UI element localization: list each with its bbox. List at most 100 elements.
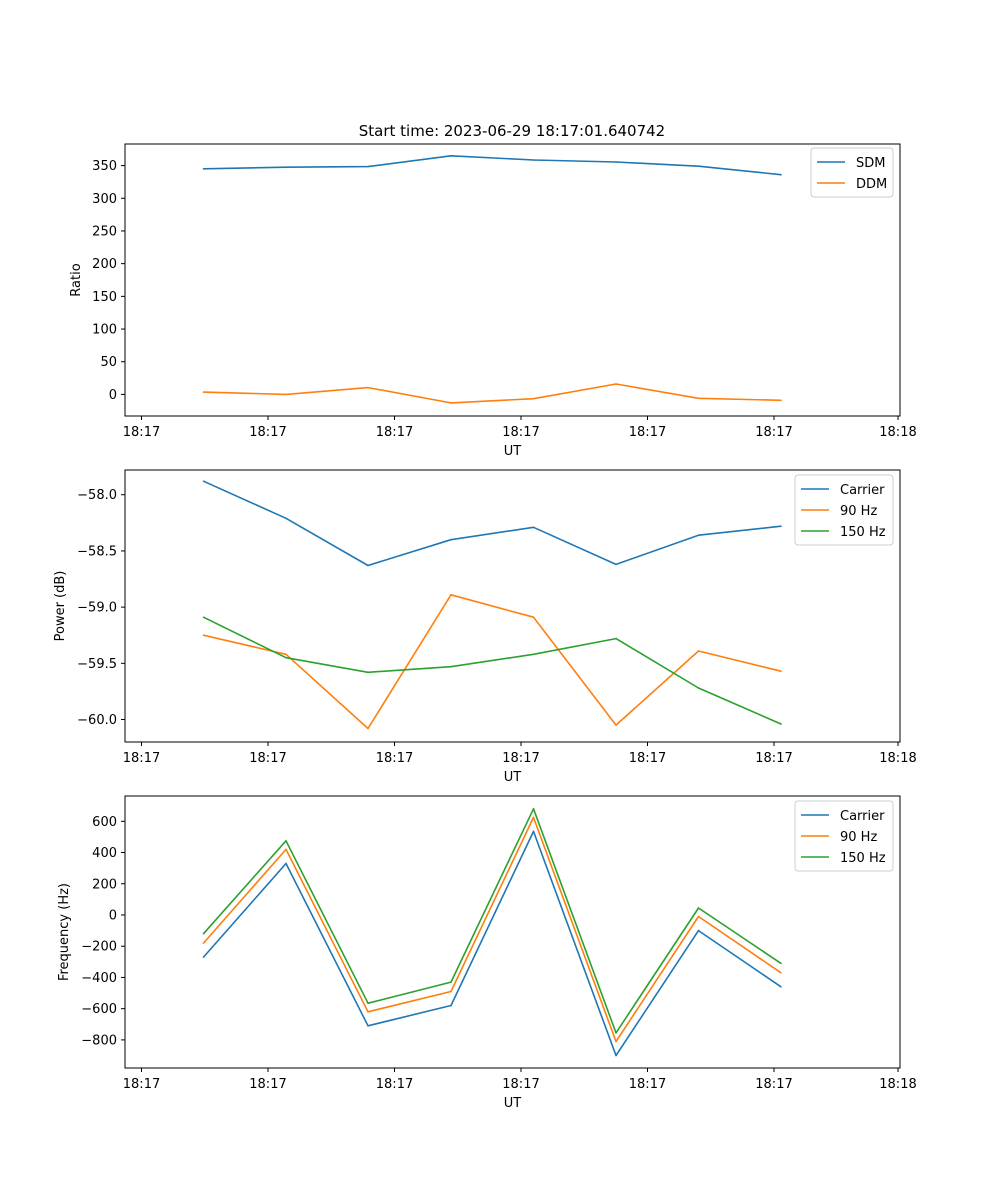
data-point bbox=[615, 161, 617, 163]
data-point bbox=[450, 665, 452, 668]
data-point bbox=[367, 564, 369, 567]
x-tick-label: 18:17 bbox=[755, 751, 792, 766]
data-point bbox=[615, 383, 617, 385]
x-tick-label: 18:17 bbox=[249, 1077, 286, 1092]
x-axis-label: UT bbox=[504, 1096, 522, 1111]
data-point bbox=[285, 393, 287, 396]
legend-label: 90 Hz bbox=[840, 504, 877, 519]
data-point bbox=[780, 971, 782, 974]
data-point bbox=[450, 990, 452, 993]
x-tick-label: 18:17 bbox=[502, 1077, 539, 1092]
x-axis-label: UT bbox=[504, 770, 522, 785]
series-line-150-hz bbox=[202, 807, 782, 1034]
y-tick-label: −400 bbox=[81, 971, 117, 986]
data-point bbox=[697, 915, 700, 918]
x-tick-label: 18:18 bbox=[879, 1077, 916, 1092]
legend-box bbox=[810, 147, 894, 198]
data-point bbox=[285, 653, 287, 656]
plot-frame bbox=[124, 143, 901, 417]
data-point bbox=[285, 848, 287, 851]
data-point bbox=[615, 1032, 617, 1034]
data-point bbox=[780, 399, 782, 402]
data-point bbox=[450, 981, 452, 983]
data-point bbox=[202, 168, 205, 170]
y-axis-label: Ratio bbox=[69, 263, 84, 296]
data-point bbox=[285, 840, 287, 842]
data-point bbox=[285, 862, 287, 865]
y-tick-label: −58.5 bbox=[77, 544, 117, 559]
data-point bbox=[615, 637, 617, 640]
data-point bbox=[780, 173, 782, 176]
x-tick-label: 18:17 bbox=[755, 1077, 792, 1092]
x-tick-label: 18:17 bbox=[629, 1077, 666, 1092]
data-point bbox=[697, 534, 700, 536]
data-point bbox=[450, 1004, 452, 1007]
x-tick-label: 18:17 bbox=[376, 1077, 413, 1092]
legend: SDM DDM bbox=[810, 147, 894, 198]
plot-frame bbox=[124, 469, 901, 743]
legend-label: Carrier bbox=[840, 809, 885, 824]
data-point bbox=[780, 723, 782, 725]
y-tick-label: −200 bbox=[81, 940, 117, 955]
y-tick-label: 150 bbox=[92, 290, 117, 305]
data-point bbox=[367, 1025, 369, 1027]
data-point bbox=[532, 159, 535, 161]
y-tick-label: −58.0 bbox=[77, 488, 117, 503]
data-point bbox=[697, 929, 700, 932]
data-point bbox=[697, 907, 700, 909]
data-point bbox=[697, 687, 700, 689]
chart-panel-2: −60.0 −59.5 −59.0 −58.5 −58.0 18:17 18:17 18:17… bbox=[53, 469, 917, 785]
data-point bbox=[615, 724, 617, 726]
data-point bbox=[615, 563, 617, 566]
x-axis-label: UT bbox=[504, 444, 522, 459]
series-line-150-hz bbox=[203, 616, 782, 725]
x-tick-label: 18:17 bbox=[123, 1077, 160, 1092]
data-point bbox=[780, 670, 782, 672]
data-point bbox=[367, 1002, 369, 1005]
legend: Carrier 90 Hz 150 Hz bbox=[794, 800, 894, 872]
legend-label: DDM bbox=[856, 177, 887, 192]
data-point bbox=[202, 942, 205, 944]
data-point bbox=[367, 386, 369, 389]
data-point bbox=[532, 526, 535, 529]
series-line-sdm bbox=[203, 155, 782, 176]
x-tick-label: 18:17 bbox=[502, 425, 539, 440]
data-point bbox=[450, 593, 452, 596]
y-axis-label: Frequency (Hz) bbox=[57, 883, 72, 981]
series-line-90-hz bbox=[202, 816, 782, 1043]
x-tick-label: 18:17 bbox=[249, 751, 286, 766]
y-tick-label: 250 bbox=[92, 224, 117, 239]
series-line-carrier bbox=[203, 480, 782, 567]
data-point bbox=[532, 830, 535, 833]
data-point bbox=[697, 650, 700, 652]
data-point bbox=[697, 165, 700, 168]
data-point bbox=[285, 656, 287, 659]
data-point bbox=[202, 634, 205, 637]
x-tick-label: 18:17 bbox=[123, 751, 160, 766]
data-point bbox=[202, 932, 205, 935]
data-point bbox=[532, 808, 535, 810]
data-point bbox=[450, 402, 452, 404]
x-tick-label: 18:17 bbox=[629, 751, 666, 766]
y-tick-label: 350 bbox=[92, 159, 117, 174]
data-point bbox=[450, 538, 452, 541]
y-tick-label: −59.5 bbox=[77, 657, 117, 672]
legend-box bbox=[794, 474, 894, 546]
data-point bbox=[285, 517, 287, 520]
y-tick-label: −800 bbox=[81, 1033, 117, 1048]
data-point bbox=[202, 956, 205, 958]
y-tick-label: 0 bbox=[109, 388, 117, 403]
data-point bbox=[202, 391, 205, 393]
y-axis-label: Power (dB) bbox=[53, 571, 68, 642]
data-point bbox=[532, 397, 535, 400]
data-point bbox=[367, 671, 369, 674]
x-tick-label: 18:17 bbox=[629, 425, 666, 440]
data-point bbox=[285, 166, 287, 169]
data-point bbox=[532, 616, 535, 619]
chart-panel-1: 0 50 100 150 200 250 300 350 18:17 18:17 18:17 18:1… bbox=[69, 143, 917, 459]
x-tick-label: 18:17 bbox=[123, 425, 160, 440]
x-tick-label: 18:17 bbox=[755, 425, 792, 440]
y-tick-label: 400 bbox=[92, 846, 117, 861]
y-tick-label: −600 bbox=[81, 1002, 117, 1017]
